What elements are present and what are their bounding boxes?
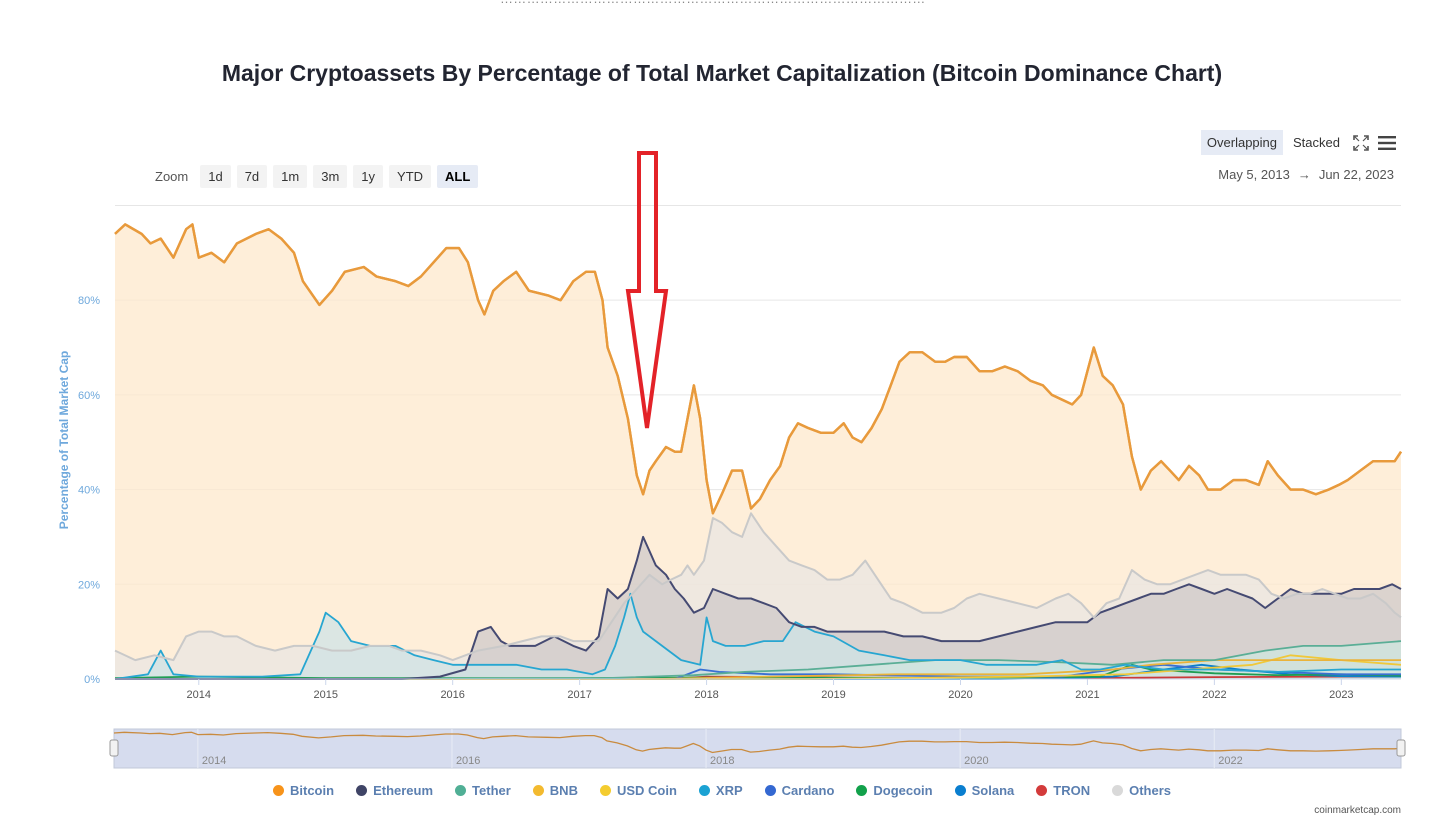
legend-dot-icon [532,785,544,796]
legend-dot-icon [1112,785,1124,796]
legend-dot-icon [599,785,611,796]
legend-label: Solana [971,783,1015,798]
legend-label: Bitcoin [290,783,335,798]
area-ethereum [115,536,1401,679]
zoom-label: Zoom [155,169,189,184]
area-bitcoin [115,224,1401,679]
navigator-tick-label: 2018 [710,755,734,767]
y-tick-label: 60% [78,390,100,402]
legend: Bitcoin Ethereum Tether BNB USD Coin XRP Carda… [0,783,1444,798]
series-lines [114,223,1403,680]
legend-dot-icon [698,785,710,796]
navigator-series-line [113,731,1402,754]
legend-label: USD Coin [616,783,677,798]
mode-toolbar: Overlapping Stacked [1200,130,1398,155]
zoom-all-button[interactable]: ALL [437,165,479,188]
legend-item-dogecoin[interactable]: Dogecoin [856,783,933,798]
line-ethereum[interactable] [115,535,1402,680]
legend-item-others[interactable]: Others [1112,783,1171,798]
legend-item-cardano[interactable]: Cardano [764,783,835,798]
date-from[interactable]: May 5, 2013 [1218,167,1290,182]
navigator-window[interactable] [113,728,1402,769]
zoom-ytd-button[interactable]: YTD [389,165,432,188]
line-others[interactable] [114,512,1402,662]
x-tick-label: 2019 [821,689,845,701]
date-to[interactable]: Jun 22, 2023 [1318,167,1394,182]
line-xrp[interactable] [114,592,1401,680]
legend-item-tether[interactable]: Tether [455,783,511,798]
series-areas [115,224,1401,679]
line-bnb[interactable] [115,659,1401,680]
legend-label: Cardano [781,783,835,798]
zoom-1y-button[interactable]: 1y [353,165,384,188]
zoom-1m-button[interactable]: 1m [273,165,308,188]
legend-dot-icon [356,785,368,796]
chart-title: Major Cryptoassets By Percentage of Tota… [221,60,1223,86]
x-tick-label: 2022 [1202,689,1226,701]
navigator-tick-label: 2016 [456,755,480,767]
legend-dot-icon [455,785,467,796]
zoom-bar: Zoom 1d 7d 1m 3m 1y YTD ALL [155,165,479,188]
legend-item-xrp[interactable]: XRP [698,783,743,798]
legend-label: Tether [472,783,511,798]
x-axis-ticks: 2014 2015 2016 2017 2018 2019 2020 2021 2022 2023 [115,678,1401,701]
navigator-left-handle[interactable] [109,739,119,757]
y-tick-label: 0% [84,674,100,686]
navigator-tick-label: 2020 [964,755,988,767]
fullscreen-icon[interactable] [1350,132,1372,154]
date-range[interactable]: May 5, 2013 → Jun 22, 2023 [1218,167,1394,182]
x-tick-label: 2015 [313,689,337,701]
legend-dot-icon [273,785,284,796]
navigator-tick-label: 2022 [1218,755,1242,767]
legend-item-ethereum[interactable]: Ethereum [356,783,433,798]
x-tick-label: 2023 [1329,689,1353,701]
zoom-1d-button[interactable]: 1d [200,165,231,188]
y-tick-label: 20% [78,579,100,591]
overlapping-button[interactable]: Overlapping [1200,130,1284,155]
zoom-3m-button[interactable]: 3m [313,165,348,188]
legend-dot-icon [856,785,868,796]
legend-label: BNB [549,783,578,798]
y-axis-label: Percentage of Total Market Cap [57,351,71,530]
line-tether[interactable] [115,640,1402,680]
range-navigator[interactable]: 2014 2016 2018 2020 2022 [109,728,1406,769]
legend-label: Dogecoin [873,783,933,798]
date-separator: → [1297,167,1311,182]
legend-item-usd-coin[interactable]: USD Coin [599,783,677,798]
x-tick-label: 2018 [694,689,718,701]
navigator-tick-label: 2014 [202,755,226,767]
y-tick-label: 80% [78,295,100,307]
truncated-subtitle: …………………………………………………………………………………… [500,0,926,6]
navigator-right-handle[interactable] [1396,739,1406,757]
x-tick-label: 2014 [187,689,211,701]
legend-item-bnb[interactable]: BNB [532,783,578,798]
legend-label: Others [1129,783,1171,798]
stacked-button[interactable]: Stacked [1287,130,1346,155]
red-arrow-annotation [625,151,669,429]
legend-label: Ethereum [373,783,434,798]
menu-icon[interactable] [1376,132,1398,154]
line-bitcoin-top[interactable] [114,223,1403,515]
credit-text: coinmarketcap.com [1314,805,1401,816]
x-tick-label: 2020 [948,689,972,701]
legend-dot-icon [954,785,966,796]
zoom-7d-button[interactable]: 7d [236,165,268,188]
x-tick-label: 2021 [1075,689,1099,701]
legend-item-bitcoin[interactable]: Bitcoin [273,783,334,798]
legend-label: XRP [715,783,743,798]
red-down-arrow [625,151,669,429]
legend-label: TRON [1053,783,1091,798]
x-tick-label: 2016 [440,689,464,701]
legend-dot-icon [1036,785,1048,796]
area-xrp [115,593,1401,679]
x-tick-label: 2017 [567,689,591,701]
legend-dot-icon [764,785,776,796]
y-tick-label: 40% [78,485,100,497]
legend-item-solana[interactable]: Solana [954,783,1015,798]
legend-item-tron[interactable]: TRON [1036,783,1090,798]
y-axis-ticks: 0% 20% 40% 60% 80% [78,295,100,686]
